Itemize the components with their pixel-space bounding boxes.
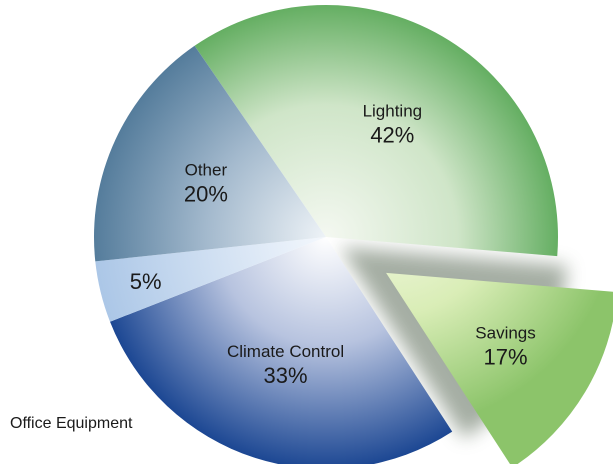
slice-label-other: Other [185,161,228,180]
slice-lighting [194,4,559,257]
slice-label-office-equipment: Office Equipment [10,415,133,432]
slice-other [93,45,326,262]
slice-climate-control [110,237,453,464]
pie-slices [93,4,613,464]
slice-label-climate-control: Climate Control [227,342,344,361]
slice-value-lighting: 42% [370,123,414,148]
slice-value-savings: 17% [484,344,528,369]
slice-value-climate-control: 33% [264,363,308,388]
slice-value-office-equipment: 5% [130,269,162,294]
slice-office-equipment [95,237,326,322]
slice-label-savings: Savings [475,323,535,342]
slice-value-other: 20% [184,182,228,207]
pie-labels: Lighting 42% Savings 17% Climate Control 33% O… [10,102,536,432]
slice-label-lighting: Lighting [363,102,423,121]
slice-savings [386,272,613,464]
